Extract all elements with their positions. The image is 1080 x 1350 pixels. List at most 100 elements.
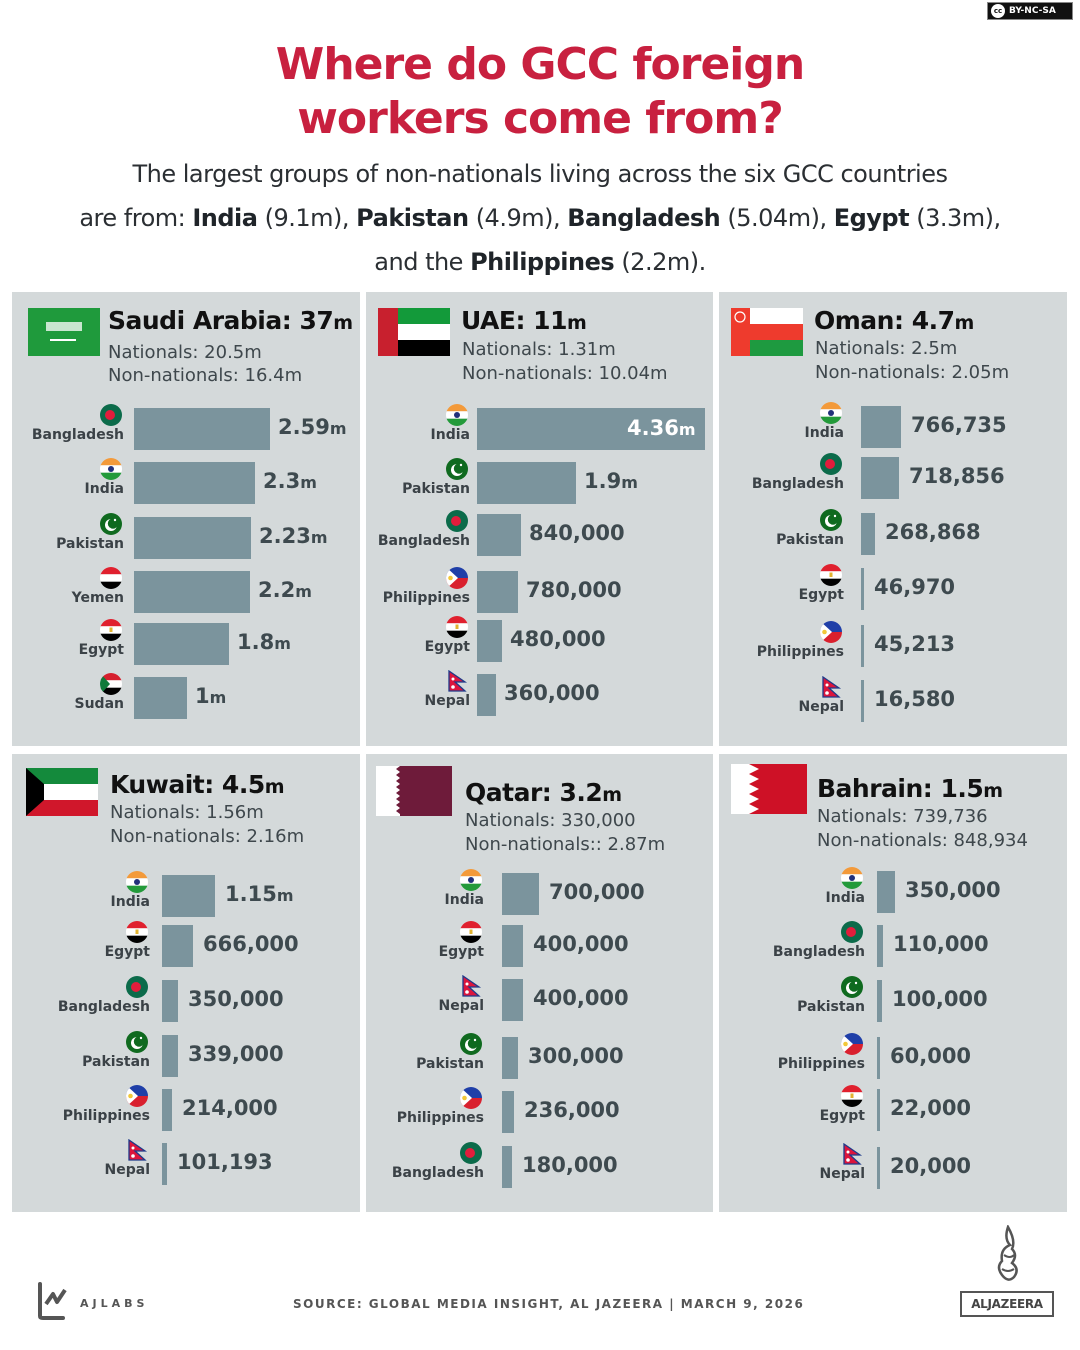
data-value: 840,000 [529, 521, 625, 545]
origin-label: India [84, 481, 124, 497]
creative-commons-icon: cc [991, 4, 1005, 18]
bar-row: Bangladesh [366, 510, 470, 558]
data-value: 300,000 [528, 1044, 624, 1068]
data-bar [134, 623, 229, 665]
origin-label: Philippines [382, 590, 470, 606]
egypt-flag-icon [446, 616, 468, 638]
data-bar [502, 1037, 518, 1079]
data-value: 766,735 [911, 413, 1007, 437]
origin-label: Egypt [78, 642, 124, 658]
data-bar [477, 674, 496, 716]
data-value: 16,580 [874, 687, 956, 711]
origin-label: Pakistan [56, 536, 124, 552]
data-bar [162, 980, 178, 1022]
non-nationals-stat: Non-nationals: 16.4m [108, 365, 303, 386]
bar-row: Nepal [719, 676, 844, 724]
origin-label: Philippines [62, 1108, 150, 1124]
origin-label: Pakistan [776, 532, 844, 548]
country-panel-qatar: Qatar: 3.2m Nationals: 330,000 Non-nationa… [366, 754, 713, 1212]
data-bar [877, 871, 895, 913]
nepal-flag-icon [446, 670, 468, 692]
data-value: 700,000 [549, 880, 645, 904]
country-panel-bahrain: Bahrain: 1.5m Nationals: 739,736 Non-natio… [719, 754, 1067, 1212]
origin-label: India [110, 894, 150, 910]
origin-label: Nepal [819, 1166, 865, 1182]
data-value: 46,970 [874, 575, 956, 599]
origin-label: Pakistan [797, 999, 865, 1015]
origin-label: Bangladesh [391, 1165, 484, 1181]
data-value: 1.8m [237, 630, 291, 654]
nepal-flag-icon [820, 676, 842, 698]
origin-label: Yemen [71, 590, 124, 606]
philippines-flag-icon [126, 1085, 148, 1107]
origin-label: Nepal [798, 699, 844, 715]
bar-row: Bangladesh [12, 404, 124, 452]
egypt-flag-icon [126, 921, 148, 943]
origin-label: Bangladesh [57, 999, 150, 1015]
data-bar [134, 408, 270, 450]
data-value: 780,000 [526, 578, 622, 602]
data-value: 22,000 [890, 1096, 972, 1120]
data-bar [162, 925, 193, 967]
bar-row: Philippines [719, 621, 844, 669]
country-panel-saudi-arabia: Saudi Arabia: 37m Nationals: 20.5m Non-nat… [12, 292, 360, 746]
data-bar [877, 1089, 880, 1131]
kuwait-flag-icon [26, 768, 98, 820]
data-value: 1m [195, 684, 227, 708]
origin-label: Bangladesh [377, 533, 470, 549]
origin-label: Pakistan [82, 1054, 150, 1070]
country-title: UAE: 11m [461, 306, 587, 335]
data-value: 214,000 [182, 1096, 278, 1120]
bar-row: Pakistan [719, 509, 844, 557]
uae-flag-icon [378, 308, 450, 360]
data-bar [134, 571, 250, 613]
bangladesh-flag-icon [100, 404, 122, 426]
saudi-arabia-flag-icon [28, 308, 100, 360]
non-nationals-stat: Non-nationals: 2.05m [815, 362, 1010, 383]
data-value: 268,868 [885, 520, 981, 544]
data-bar [877, 925, 883, 967]
data-value: 2.23m [259, 524, 328, 548]
data-value: 60,000 [890, 1044, 972, 1068]
aljazeera-logo: ALJAZEERA [960, 1225, 1054, 1320]
bar-row: Philippines [12, 1085, 150, 1133]
data-value: 20,000 [890, 1154, 972, 1178]
nationals-stat: Nationals: 20.5m [108, 342, 262, 363]
philippines-flag-icon [820, 621, 842, 643]
nationals-stat: Nationals: 2.5m [815, 338, 958, 359]
india-flag-icon [446, 404, 468, 426]
bar-row: Pakistan [12, 1031, 150, 1079]
origin-label: Bangladesh [772, 944, 865, 960]
nationals-stat: Nationals: 739,736 [817, 806, 988, 827]
data-bar [861, 457, 899, 499]
bar-row: India [719, 867, 865, 915]
egypt-flag-icon [460, 921, 482, 943]
bar-row: Philippines [366, 1087, 484, 1135]
data-bar [877, 1147, 880, 1189]
sudan-flag-icon [100, 673, 122, 695]
data-value: 400,000 [533, 986, 629, 1010]
data-bar [134, 677, 187, 719]
bar-row: Egypt [366, 616, 470, 664]
origin-label: India [825, 890, 865, 906]
data-bar [502, 979, 523, 1021]
bar-row: India [366, 869, 484, 917]
pakistan-flag-icon [126, 1031, 148, 1053]
nepal-flag-icon [126, 1139, 148, 1161]
bar-row: Egypt [12, 921, 150, 969]
bar-row: Philippines [719, 1033, 865, 1081]
data-value: 350,000 [905, 878, 1001, 902]
pakistan-flag-icon [446, 458, 468, 480]
non-nationals-stat: Non-nationals:: 2.87m [465, 834, 666, 855]
bar-row: India [719, 402, 844, 450]
egypt-flag-icon [841, 1085, 863, 1107]
data-bar [877, 980, 882, 1022]
data-value: 400,000 [533, 932, 629, 956]
data-bar [477, 571, 518, 613]
data-value: 2.59m [278, 415, 347, 439]
origin-label: Bangladesh [31, 427, 124, 443]
pakistan-flag-icon [820, 509, 842, 531]
country-title: Kuwait: 4.5m [110, 770, 285, 799]
bar-row: India [12, 871, 150, 919]
data-value: 666,000 [203, 932, 299, 956]
